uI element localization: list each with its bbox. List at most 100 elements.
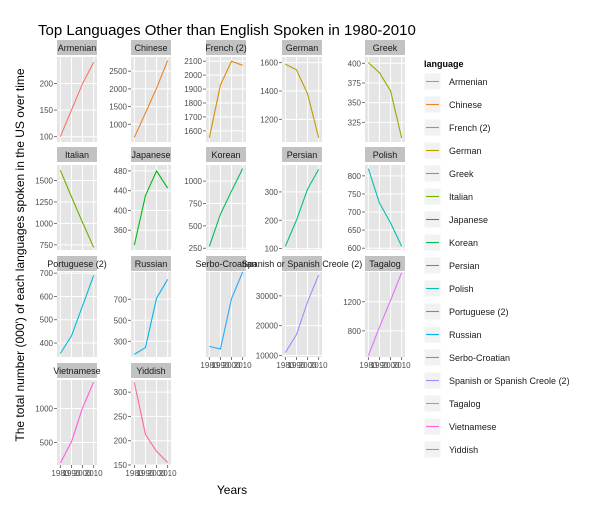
facet-strip-label: Polish [373, 150, 398, 160]
y-tick-label: 300 [265, 188, 279, 197]
y-tick-label: 1400 [260, 87, 278, 96]
legend-label: Armenian [449, 77, 488, 87]
facet-strip-label: Persian [287, 150, 318, 160]
x-tick-label: 2000 [148, 469, 166, 478]
y-tick-label: 250 [189, 244, 203, 253]
facet-strip-label: Vietnamese [53, 366, 100, 376]
y-tick-label: 650 [348, 226, 362, 235]
panel-background [131, 165, 171, 250]
y-tick-label: 800 [348, 172, 362, 181]
panel-background [206, 57, 246, 142]
x-tick-label: 2010 [310, 361, 328, 370]
y-tick-label: 1700 [184, 113, 202, 122]
y-tick-label: 400 [114, 206, 128, 215]
facet-strip [282, 147, 322, 162]
x-tick-label: 2010 [85, 469, 103, 478]
legend-label: Yiddish [449, 445, 478, 455]
y-tick-label: 1200 [343, 298, 361, 307]
series-line [59, 62, 95, 137]
y-tick-label: 500 [40, 439, 54, 448]
y-tick-label: 150 [40, 106, 54, 115]
facet-panel: Spanish or Spanish Creole (2) 10000 20000 3… [242, 256, 362, 370]
y-tick-label: 10000 [256, 352, 279, 361]
x-tick-label: 1990 [137, 469, 155, 478]
series-line [59, 169, 95, 248]
legend-label: German [449, 146, 482, 156]
y-tick-label: 300 [114, 388, 128, 397]
x-tick-label: 1990 [288, 361, 306, 370]
legend-item: Serbo-Croatian [423, 348, 510, 367]
facet-strip-label: German [286, 43, 319, 53]
legend-item: Japanese [423, 210, 488, 229]
y-tick-label: 1000 [35, 405, 53, 414]
facet-panel: Chinese 1000 1500 2000 2500 [109, 40, 171, 142]
facet-panel: Greek 325 350 375 400 [348, 40, 405, 142]
y-tick-label: 1200 [260, 115, 278, 124]
legend-item: French (2) [423, 118, 491, 137]
panel-background [57, 272, 97, 357]
y-tick-label: 750 [40, 241, 54, 250]
series-line [284, 168, 320, 247]
series-line [133, 169, 169, 246]
facet-strip [365, 147, 405, 162]
y-tick-label: 1000 [35, 219, 53, 228]
x-tick-label: 1980 [200, 361, 218, 370]
legend-item: Vietnamese [423, 417, 496, 436]
facet-panel: Russian 300 500 700 [114, 256, 171, 357]
legend-item: Korean [423, 233, 478, 252]
y-tick-label: 100 [265, 245, 279, 254]
y-tick-label: 1600 [260, 59, 278, 68]
y-tick-label: 1900 [184, 85, 202, 94]
y-tick-label: 750 [189, 199, 203, 208]
x-tick-label: 1990 [212, 361, 230, 370]
x-tick-label: 1980 [276, 361, 294, 370]
y-tick-label: 400 [348, 59, 362, 68]
legend-item: Italian [423, 187, 473, 206]
legend-item: Portuguese (2) [423, 302, 509, 321]
y-tick-label: 400 [40, 339, 54, 348]
y-tick-label: 1000 [109, 120, 127, 129]
facet-strip-label: Serbo-Croatian [195, 259, 256, 269]
legend-label: Italian [449, 192, 473, 202]
x-tick-label: 1980 [359, 361, 377, 370]
facet-panel: Italian 750 1000 1250 1500 [35, 147, 97, 250]
series-line [133, 60, 169, 138]
y-tick-label: 200 [265, 216, 279, 225]
legend-item: Chinese [423, 95, 482, 114]
x-tick-label: 2000 [74, 469, 92, 478]
facet-strip [57, 40, 97, 55]
facet-strip [131, 256, 171, 271]
series-line [59, 275, 95, 354]
y-tick-label: 480 [114, 167, 128, 176]
y-tick-label: 250 [114, 412, 128, 421]
series-line [367, 168, 403, 247]
facet-strip [57, 147, 97, 162]
y-tick-label: 700 [40, 269, 54, 278]
legend-label: Greek [449, 169, 474, 179]
facet-strip [131, 363, 171, 378]
y-tick-label: 800 [348, 327, 362, 336]
panel-background [282, 272, 322, 357]
x-tick-label: 1980 [51, 469, 69, 478]
x-axis-title: Years [217, 483, 247, 497]
x-tick-label: 1990 [63, 469, 81, 478]
x-tick-label: 2000 [382, 361, 400, 370]
y-tick-label: 700 [114, 295, 128, 304]
legend-item: Armenian [423, 72, 488, 91]
legend-item: Greek [423, 164, 474, 183]
legend-label: Polish [449, 284, 474, 294]
x-tick-label: 1980 [125, 469, 143, 478]
facet-strip-label: Armenian [58, 43, 97, 53]
legend-label: Vietnamese [449, 422, 496, 432]
facet-strip-label: Portuguese (2) [47, 259, 107, 269]
legend-label: Korean [449, 238, 478, 248]
facet-strip [365, 256, 405, 271]
y-tick-label: 700 [348, 208, 362, 217]
facet-panel: Portuguese (2) 400 500 600 700 [40, 256, 107, 357]
series-line [284, 274, 320, 353]
x-tick-label: 2000 [223, 361, 241, 370]
y-tick-label: 375 [348, 79, 362, 88]
legend-label: French (2) [449, 123, 491, 133]
y-tick-label: 20000 [256, 322, 279, 331]
